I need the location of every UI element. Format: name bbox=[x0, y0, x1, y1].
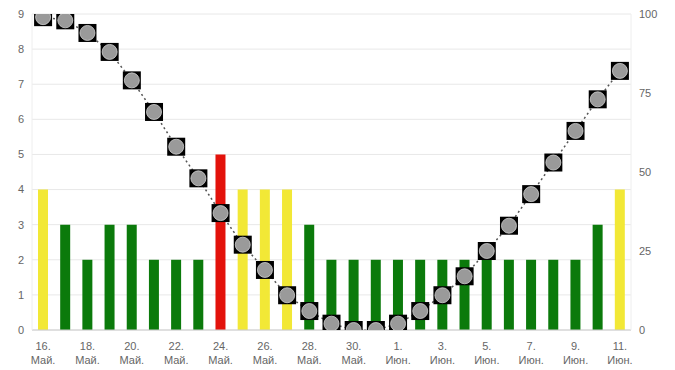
svg-text:Май.: Май. bbox=[297, 354, 322, 366]
svg-text:Июн.: Июн. bbox=[607, 354, 632, 366]
svg-text:2: 2 bbox=[18, 254, 24, 266]
svg-text:Май.: Май. bbox=[31, 354, 56, 366]
svg-text:8: 8 bbox=[18, 43, 24, 55]
svg-text:11.: 11. bbox=[613, 340, 627, 352]
svg-text:22.: 22. bbox=[169, 340, 184, 352]
svg-text:Май.: Май. bbox=[164, 354, 189, 366]
svg-text:20.: 20. bbox=[124, 340, 139, 352]
svg-text:24.: 24. bbox=[213, 340, 228, 352]
svg-text:28.: 28. bbox=[302, 340, 317, 352]
svg-text:Май.: Май. bbox=[253, 354, 278, 366]
svg-text:4: 4 bbox=[18, 183, 24, 195]
svg-text:Май.: Май. bbox=[75, 354, 100, 366]
svg-text:5.: 5. bbox=[482, 340, 491, 352]
svg-text:Июн.: Июн. bbox=[385, 354, 410, 366]
svg-text:Июн.: Июн. bbox=[474, 354, 499, 366]
svg-text:0: 0 bbox=[18, 324, 24, 336]
svg-text:5: 5 bbox=[18, 148, 24, 160]
svg-text:25: 25 bbox=[639, 245, 651, 257]
svg-text:Май.: Май. bbox=[341, 354, 366, 366]
svg-text:3: 3 bbox=[18, 219, 24, 231]
svg-text:3.: 3. bbox=[438, 340, 447, 352]
svg-text:75: 75 bbox=[639, 87, 651, 99]
svg-text:7.: 7. bbox=[527, 340, 536, 352]
svg-text:26.: 26. bbox=[257, 340, 272, 352]
svg-text:100: 100 bbox=[639, 8, 657, 20]
svg-text:Июн.: Июн. bbox=[519, 354, 544, 366]
svg-text:Июн.: Июн. bbox=[563, 354, 588, 366]
svg-text:6: 6 bbox=[18, 113, 24, 125]
svg-text:50: 50 bbox=[639, 166, 651, 178]
svg-text:9: 9 bbox=[18, 8, 24, 20]
svg-text:Июн.: Июн. bbox=[430, 354, 455, 366]
svg-text:1: 1 bbox=[18, 289, 24, 301]
svg-text:7: 7 bbox=[18, 78, 24, 90]
svg-text:0: 0 bbox=[639, 324, 645, 336]
svg-text:Май.: Май. bbox=[208, 354, 233, 366]
svg-text:Май.: Май. bbox=[120, 354, 145, 366]
svg-text:9.: 9. bbox=[571, 340, 580, 352]
svg-text:18.: 18. bbox=[80, 340, 95, 352]
svg-text:16.: 16. bbox=[35, 340, 50, 352]
svg-text:30.: 30. bbox=[346, 340, 361, 352]
svg-text:1.: 1. bbox=[393, 340, 402, 352]
